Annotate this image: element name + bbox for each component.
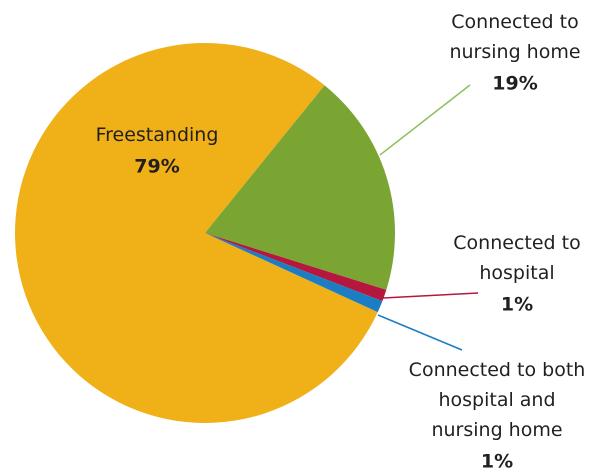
leader-line bbox=[379, 84, 471, 156]
pie-slice bbox=[205, 85, 395, 290]
slice-value-label: 79% bbox=[134, 156, 179, 178]
slice-label: Freestanding bbox=[96, 124, 219, 146]
slice-value-label: 1% bbox=[481, 451, 513, 473]
slice-label: Connected to hospital bbox=[453, 232, 580, 284]
slice-label: Connected to nursing home bbox=[449, 11, 580, 63]
pie-slice bbox=[14, 43, 378, 424]
leader-line bbox=[382, 292, 479, 299]
slice-value-label: 1% bbox=[501, 294, 533, 316]
slice-label: Connected to both hospital and nursing hom… bbox=[409, 359, 586, 441]
leader-line bbox=[377, 314, 463, 351]
pie-slice bbox=[205, 233, 387, 302]
pie-slice bbox=[205, 233, 383, 313]
slice-value-label: 19% bbox=[492, 73, 537, 95]
